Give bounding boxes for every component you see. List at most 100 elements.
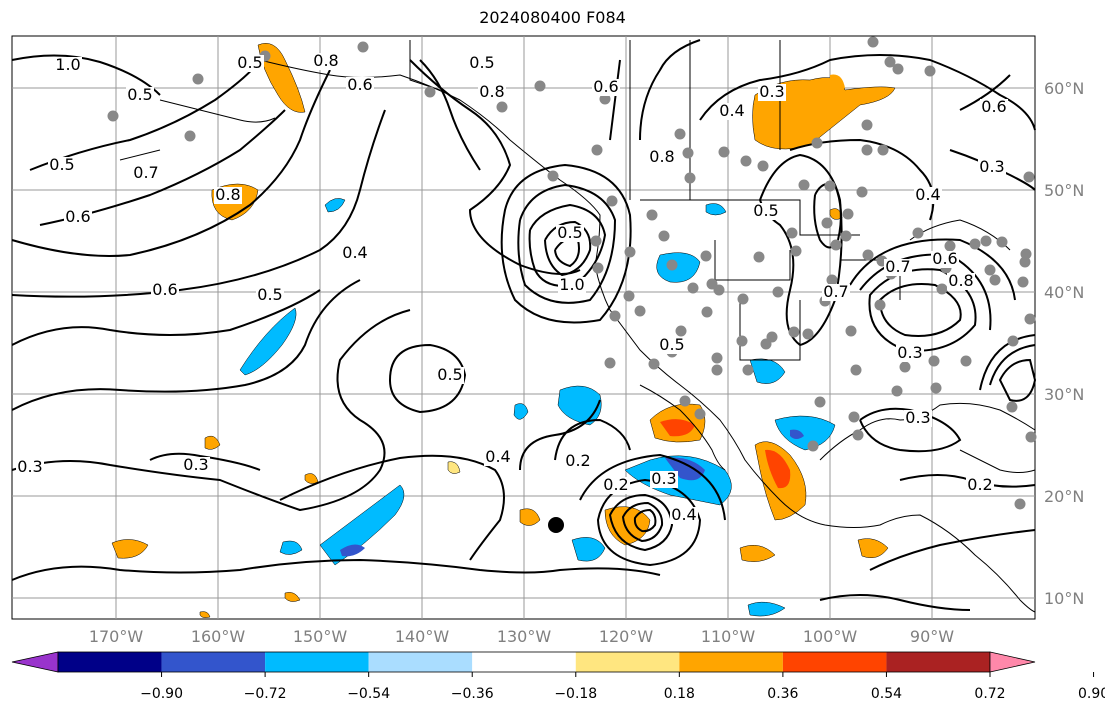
station-dot <box>892 63 904 75</box>
station-dot <box>912 227 924 239</box>
contour-label-bg <box>558 277 586 294</box>
station-dot <box>496 101 508 113</box>
contour-label: 0.8 <box>215 185 240 204</box>
contour-label-bg <box>896 345 924 362</box>
longitude-label: 90°W <box>910 627 954 646</box>
station-dot <box>786 227 798 239</box>
station-dot <box>684 172 696 184</box>
station-dot <box>944 240 956 252</box>
station-dot <box>772 286 784 298</box>
contour-label: 0.6 <box>932 249 957 268</box>
contour-label-bg <box>718 103 746 120</box>
contour-label: 0.4 <box>671 505 696 524</box>
contour-label-bg <box>978 159 1006 176</box>
contour-label-bg <box>670 507 698 524</box>
station-dot <box>1025 431 1037 443</box>
contour-label-bg <box>752 203 780 220</box>
contour-label: 0.8 <box>948 271 973 290</box>
station-dot <box>936 283 948 295</box>
contour-label-bg <box>556 225 584 242</box>
contour-label-bg <box>64 209 92 226</box>
station-dot <box>848 411 860 423</box>
contour-label: 0.5 <box>659 335 684 354</box>
colorbar-tick-label: −0.36 <box>451 686 494 702</box>
colorbar <box>11 651 1036 673</box>
station-dot <box>547 170 559 182</box>
longitude-label: 140°W <box>395 627 450 646</box>
contour-label: 0.3 <box>183 455 208 474</box>
contour-label-bg <box>966 477 994 494</box>
station-dot <box>969 238 981 250</box>
contour-label: 0.6 <box>347 75 372 94</box>
station-dot <box>960 355 972 367</box>
contour-label-bg <box>650 471 678 488</box>
station-dot <box>592 262 604 274</box>
graticule <box>12 36 1035 619</box>
station-dot <box>930 382 942 394</box>
contour-label: 0.4 <box>915 185 940 204</box>
station-dot <box>713 284 725 296</box>
contour-label-bg <box>947 273 975 290</box>
colorbar-tick-label: 0.18 <box>664 686 695 702</box>
contour-label: 0.5 <box>557 223 582 242</box>
contour-label: 0.5 <box>753 201 778 220</box>
station-dot <box>877 144 889 156</box>
contour-label: 0.6 <box>593 77 618 96</box>
contour-label: 0.5 <box>237 53 262 72</box>
latitude-label: 40°N <box>1044 283 1084 302</box>
contour-label-bg <box>478 84 506 101</box>
station-dot <box>1023 171 1035 183</box>
contour-label: 0.2 <box>565 451 590 470</box>
colorbar-segment <box>782 652 887 672</box>
colorbar-segment <box>575 652 680 672</box>
contour-label: 0.2 <box>967 475 992 494</box>
station-dot <box>867 36 879 48</box>
station-dot <box>845 325 857 337</box>
longitude-label: 100°W <box>803 627 858 646</box>
contour-label-bg <box>236 55 264 72</box>
longitude-labels: 170°W 160°W 150°W 140°W 130°W 120°W 110°W 100°W… <box>89 627 954 646</box>
station-dot <box>1024 313 1036 325</box>
station-dot <box>840 230 852 242</box>
contour-label-bg <box>658 337 686 354</box>
contour-label: 1.0 <box>55 55 80 74</box>
colorbar-segment <box>472 652 576 672</box>
station-dot <box>1006 401 1018 413</box>
station-dot <box>599 93 611 105</box>
contour-label: 0.3 <box>897 343 922 362</box>
station-dot <box>852 429 864 441</box>
station-dot <box>850 364 862 376</box>
station-dot <box>891 385 903 397</box>
station-dot <box>700 250 712 262</box>
station-dot <box>711 364 723 376</box>
contour-labels: 1.0 0.5 0.8 0.5 0.5 0.7 0.6 0.8 0.6 0.5 0.4 0.5 0.6 0… <box>16 51 1008 524</box>
colorbar-segment <box>679 652 783 672</box>
station-dot <box>830 239 842 251</box>
contour-label-bg <box>648 149 676 166</box>
contour-label: 0.6 <box>65 207 90 226</box>
station-dot <box>357 41 369 53</box>
contour-label: 0.3 <box>759 82 784 101</box>
station-dot <box>192 73 204 85</box>
station-dot <box>742 364 754 376</box>
station-dot <box>1017 276 1029 288</box>
station-dot <box>718 146 730 158</box>
station-dot <box>924 65 936 77</box>
station-dot <box>884 56 896 68</box>
contour-label-bg <box>484 449 512 466</box>
colorbar-segment <box>161 652 266 672</box>
contour-label-bg <box>54 57 82 74</box>
station-dot <box>648 358 660 370</box>
contour-label: 0.5 <box>437 365 462 384</box>
contour-label-bg <box>822 284 850 301</box>
station-dot <box>590 235 602 247</box>
station-dot <box>753 251 765 263</box>
latitude-label: 10°N <box>1044 589 1084 608</box>
colorbar-segment <box>886 652 990 672</box>
station-dot <box>609 310 621 322</box>
station-dot <box>701 306 713 318</box>
contour-label-bg <box>980 99 1008 116</box>
colorbar-tick-label: 0.90 <box>1078 686 1105 702</box>
contour-label-bg <box>48 157 76 174</box>
contour-label: 0.6 <box>152 280 177 299</box>
